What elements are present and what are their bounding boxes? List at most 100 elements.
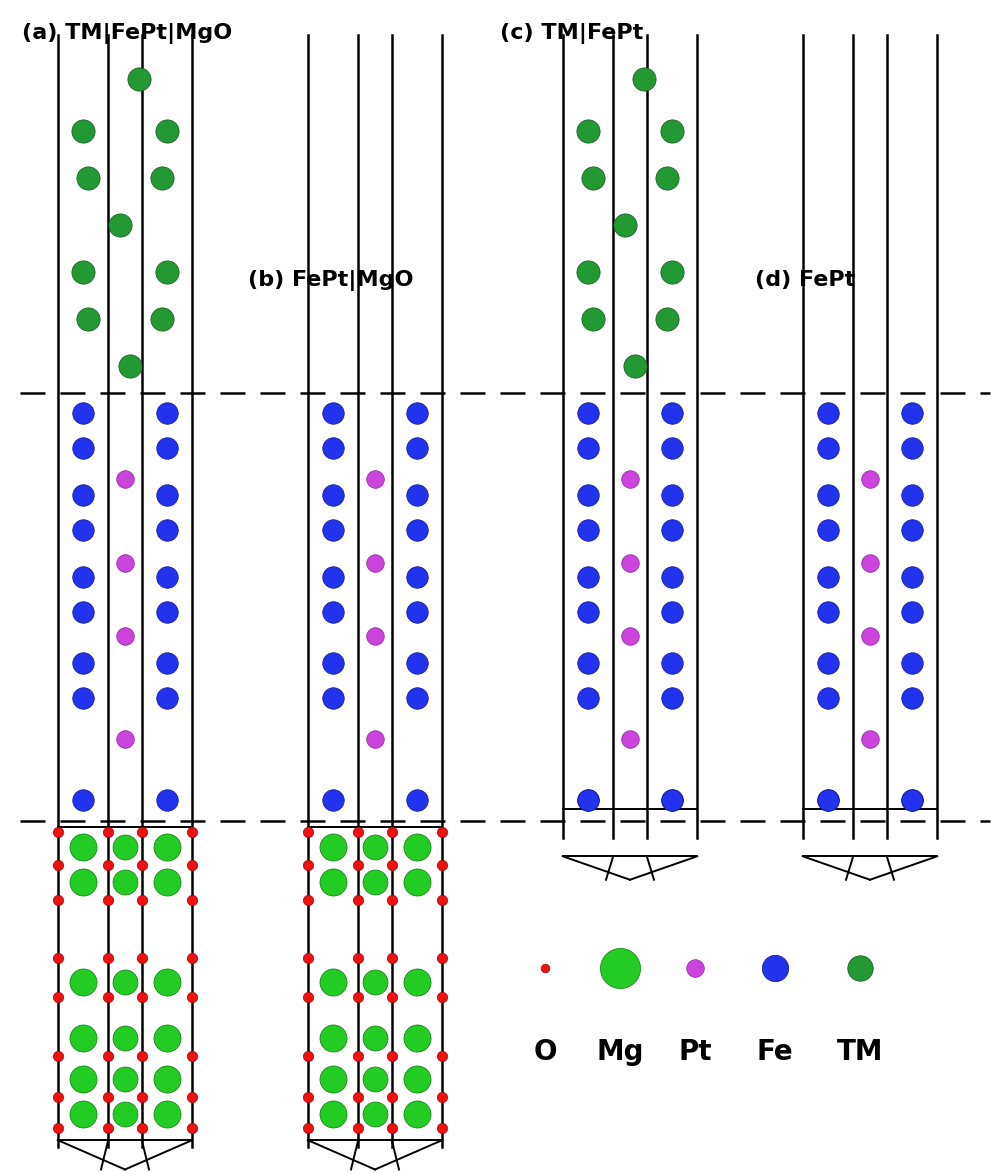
Point [117,469,133,488]
Point [409,568,425,586]
Point [350,890,366,909]
Point [184,822,200,841]
Point [300,890,316,909]
Text: Pt: Pt [678,1038,712,1066]
Point [350,988,366,1006]
Point [325,689,341,707]
Point [617,216,633,235]
Point [664,568,680,586]
Point [184,949,200,968]
Point [75,568,91,586]
Point [325,1070,341,1089]
Point [580,404,596,422]
Point [134,1046,150,1065]
Point [820,439,836,457]
Point [131,69,147,88]
Point [820,568,836,586]
Point [184,988,200,1006]
Point [384,822,400,841]
Text: Mg: Mg [596,1038,644,1066]
Point [367,838,383,856]
Point [325,972,341,991]
Point [434,1119,450,1138]
Point [904,568,920,586]
Point [384,1046,400,1065]
Point [159,1029,175,1047]
Point [112,216,128,235]
Point [409,791,425,809]
Point [820,603,836,622]
Point [820,791,836,809]
Point [384,949,400,968]
Point [75,791,91,809]
Text: (b) FePt|MgO: (b) FePt|MgO [248,270,414,291]
Point [580,486,596,504]
Point [325,486,341,504]
Point [300,1087,316,1106]
Point [159,603,175,622]
Point [434,988,450,1006]
Point [367,1029,383,1047]
Point [184,855,200,874]
Point [580,791,596,809]
Point [117,1070,133,1089]
Point [50,949,66,968]
Point [75,838,91,856]
Point [100,988,116,1006]
Point [820,486,836,504]
Point [384,1087,400,1106]
Point [904,603,920,622]
Point [159,972,175,991]
Point [434,890,450,909]
Point [852,958,868,977]
Point [154,310,170,328]
Point [664,439,680,457]
Point [300,1046,316,1065]
Point [117,972,133,991]
Point [367,469,383,488]
Point [300,822,316,841]
Point [134,890,150,909]
Point [580,568,596,586]
Point [580,521,596,540]
Point [409,521,425,540]
Point [159,568,175,586]
Point [664,263,680,282]
Point [100,1046,116,1065]
Point [75,1029,91,1047]
Point [367,1070,383,1089]
Point [75,1070,91,1089]
Point [409,1105,425,1124]
Point [664,122,680,141]
Point [627,357,643,375]
Point [537,958,553,977]
Point [184,890,200,909]
Point [50,822,66,841]
Point [904,653,920,672]
Point [409,404,425,422]
Point [409,873,425,891]
Point [862,469,878,488]
Point [117,1029,133,1047]
Point [659,169,675,188]
Point [75,404,91,422]
Point [434,949,450,968]
Point [75,439,91,457]
Point [904,791,920,809]
Point [75,263,91,282]
Point [664,791,680,809]
Point [134,1087,150,1106]
Point [434,822,450,841]
Point [687,958,703,977]
Point [159,263,175,282]
Point [820,653,836,672]
Point [80,169,96,188]
Text: TM: TM [837,1038,883,1066]
Point [50,890,66,909]
Point [117,873,133,891]
Point [384,855,400,874]
Point [100,949,116,968]
Point [636,69,652,88]
Point [409,1029,425,1047]
Point [580,263,596,282]
